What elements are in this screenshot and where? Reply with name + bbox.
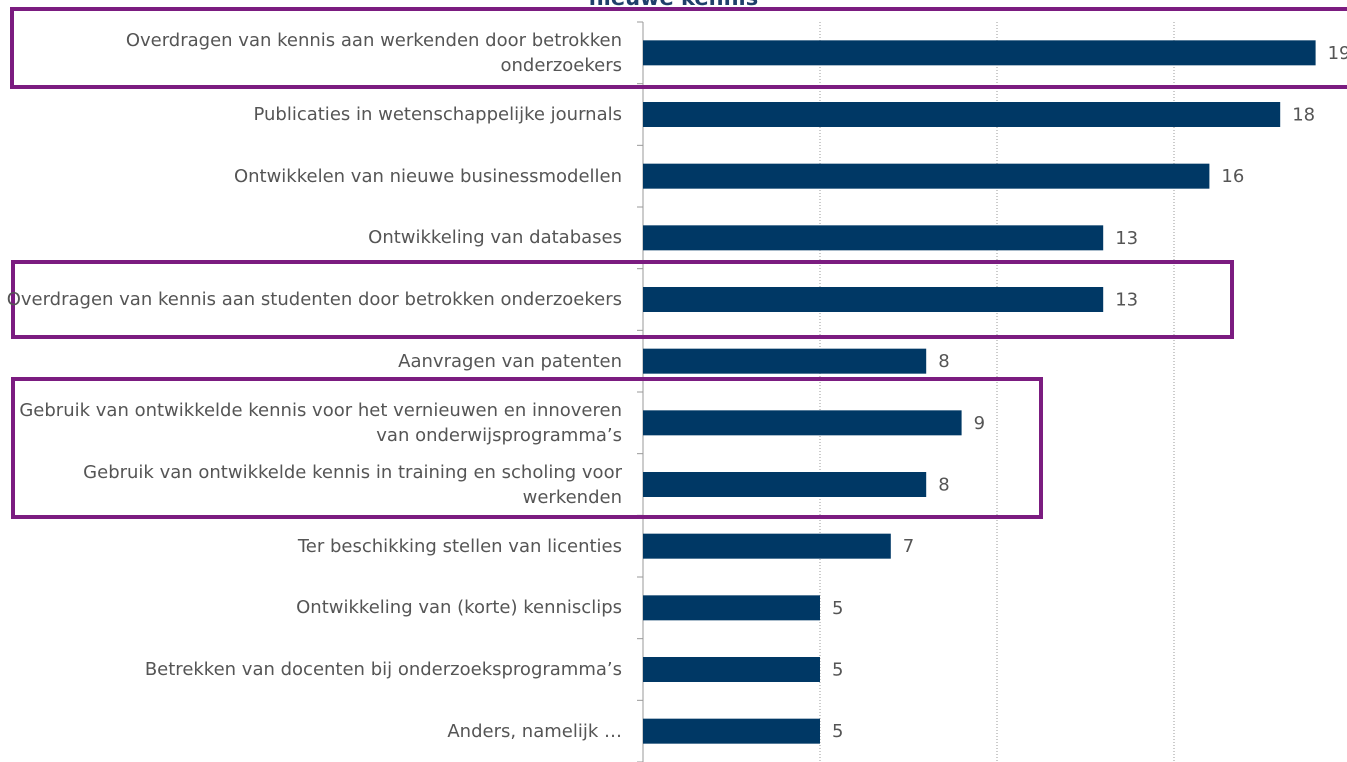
y-tick-label: Overdragen van kennis aan werkenden door… [125, 29, 622, 76]
value-label: 16 [1221, 166, 1244, 187]
bar [643, 163, 1210, 189]
bar [643, 657, 820, 682]
bar [643, 102, 1281, 127]
y-tick-label: Overdragen van kennis aan studenten door… [6, 289, 622, 310]
value-label: 8 [938, 475, 949, 496]
y-tick-label: Ontwikkeling van databases [368, 227, 622, 249]
value-label: 19 [1328, 43, 1347, 64]
y-tick-label: Ter beschikking stellen van licenties [297, 535, 622, 557]
bar [643, 410, 962, 436]
value-label: 13 [1115, 290, 1138, 311]
bar [643, 225, 1104, 251]
bar [643, 718, 820, 744]
bar [643, 40, 1316, 66]
y-tick-label: Ontwikkeling van (korte) kennisclips [296, 597, 622, 619]
value-label: 5 [832, 721, 843, 742]
bar [643, 595, 820, 621]
bar [643, 287, 1104, 312]
y-tick-label: Gebruik van ontwikkelde kennis voor het … [19, 399, 622, 446]
value-label: 8 [938, 351, 949, 372]
y-tick-label: Anders, namelijk … [447, 720, 622, 742]
chart-title: nieuwe kennis [0, 0, 1347, 10]
y-tick-label: Aanvragen van patenten [398, 350, 622, 372]
y-tick-label: Gebruik van ontwikkelde kennis in traini… [83, 461, 622, 508]
bar [643, 348, 927, 374]
value-label: 5 [832, 598, 843, 619]
value-label: 13 [1115, 228, 1138, 249]
value-label: 18 [1292, 105, 1315, 126]
bar [643, 533, 891, 559]
y-tick-label: Publicaties in wetenschappelijke journal… [253, 104, 622, 125]
value-label: 7 [903, 536, 914, 557]
y-tick-label: Betrekken van docenten bij onderzoekspro… [144, 659, 622, 680]
value-label: 9 [974, 413, 985, 434]
bar [643, 472, 927, 497]
value-label: 5 [832, 660, 843, 681]
y-tick-label: Ontwikkelen van nieuwe businessmodellen [233, 165, 622, 187]
